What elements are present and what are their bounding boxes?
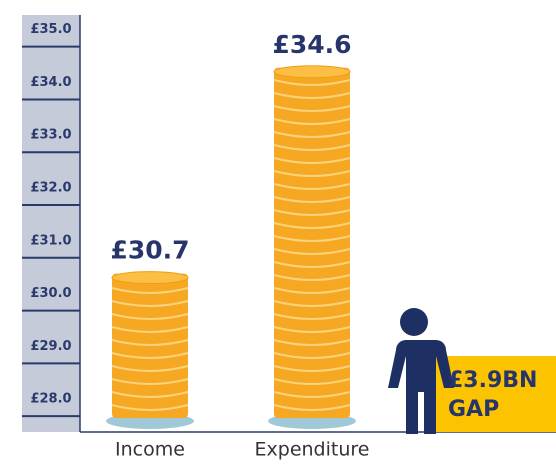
y-tick-label: £34.0: [30, 75, 71, 90]
y-tick-label: £33.0: [30, 128, 71, 143]
y-tick-label: £35.0: [30, 22, 71, 37]
bar: [274, 68, 350, 418]
annotation: GAP: [448, 397, 499, 422]
coin-stack: [106, 272, 194, 429]
coin-top: [112, 272, 188, 284]
value-label: £34.6: [272, 30, 351, 59]
annotation: £3.9BN: [448, 368, 537, 393]
y-tick-label: £31.0: [30, 233, 71, 248]
value-label: £30.7: [110, 236, 189, 265]
y-tick-label: £30.0: [30, 286, 71, 301]
chart: £3.9BN GAP £28.0 £29.0 £30.0 £31.0 £32.0 £33.…: [0, 0, 556, 464]
coin-top: [274, 66, 350, 78]
coin-stack: [268, 66, 356, 429]
x-tick-label: Expenditure: [255, 439, 370, 461]
y-tick-label: £29.0: [30, 339, 71, 354]
x-tick-label: Income: [115, 439, 185, 461]
y-tick-label: £32.0: [30, 181, 71, 196]
y-tick-label: £28.0: [30, 392, 71, 407]
